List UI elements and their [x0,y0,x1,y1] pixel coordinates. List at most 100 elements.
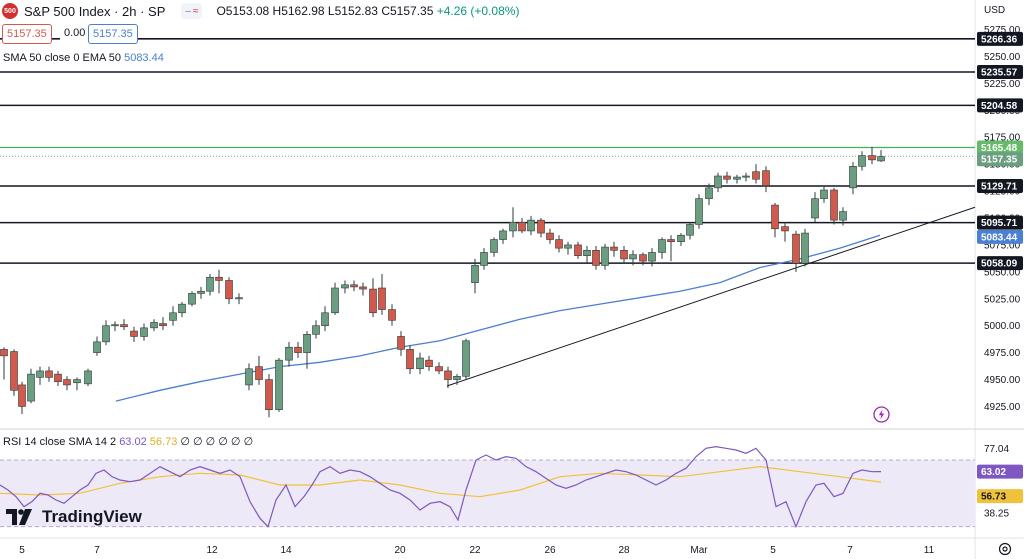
price-tick-label: 5225.00 [984,79,1021,90]
rsi-sma-value-label-bg [977,489,1023,504]
sell-price-box[interactable]: 5157.35 [2,24,52,44]
candle-down [294,341,302,358]
candle-down [388,304,396,326]
candle-up [150,319,158,332]
low-value: L5152.83 [327,4,378,18]
candle-down [537,218,545,238]
candle-body [27,373,35,402]
candle-down [435,362,443,375]
candle-down [518,218,526,234]
candle-up [462,338,470,380]
candle-up [733,174,741,184]
candle-down [444,366,452,389]
time-tick-label: 26 [544,545,556,556]
candle-up [877,150,885,162]
candle-body [564,244,572,249]
candle-body [341,284,349,289]
candle-body [102,325,110,343]
lightning-icon[interactable] [873,406,890,423]
candle-down [255,355,263,385]
candle-down [18,381,26,414]
tradingview-mark-icon [6,509,32,525]
candle-up [499,228,507,244]
candle-down [63,376,71,391]
candle-body [235,297,243,300]
candle-up [140,323,148,341]
rsi-placeholders: ∅ ∅ ∅ ∅ ∅ ∅ [180,436,254,448]
candle-body [397,336,405,350]
price-tick-label: 5275.00 [984,25,1021,36]
green-level-label: 5165.48 [977,140,1023,155]
candle-down [406,345,414,375]
candle-body [601,246,609,266]
time-tick-label: 5 [770,545,776,556]
last-price-label-bg [977,152,1023,167]
candle-body [255,366,263,380]
candle-body [294,346,302,353]
chart-toggles[interactable]: – ≈ [181,3,203,19]
candle-body [359,286,367,290]
candle-up [509,207,517,238]
candle-body [877,156,885,162]
candle-body [781,226,789,232]
candle-up [811,192,819,223]
candle-body [265,379,273,410]
candle-body [648,252,656,262]
sma-indicator-legend[interactable]: SMA 50 close 0 EMA 50 5083.44 [3,52,164,64]
candle-body [771,204,779,230]
candle-down [830,187,838,225]
candle-up [235,293,243,305]
green-level-label-bg [977,140,1023,155]
candle-body [350,284,358,288]
candle-up [564,241,572,255]
candle-down [574,241,582,259]
candle-up [471,258,479,294]
rsi-line [0,446,882,529]
candle-up [527,215,535,236]
time-tick-label: 11 [924,545,935,556]
candle-body [285,346,293,361]
candle-body [178,303,186,314]
candle-up [490,237,498,257]
candle-down [620,246,628,264]
candle-body [150,322,158,329]
sma-price-label: 5083.44 [977,229,1023,244]
candle-down [45,366,53,382]
price-tick-label: 5000.00 [984,321,1021,332]
candle-body [518,222,526,232]
wave-toggle-icon[interactable]: ≈ [192,5,199,17]
candle-body [658,239,666,253]
candle-body [527,219,535,232]
buy-price-box[interactable]: 5157.35 [88,24,138,44]
candle-up [858,151,866,171]
settings-gear-icon[interactable] [998,542,1012,556]
tradingview-logo: TradingView [6,507,142,527]
candle-down [762,166,770,193]
candle-body [303,334,311,353]
candle-body [509,222,517,232]
candle-up [178,302,186,318]
time-tick-label: Mar [690,545,708,556]
rsi-indicator-legend[interactable]: RSI 14 close SMA 14 2 63.02 56.73 ∅ ∅ ∅ … [3,435,253,448]
candle-body [471,265,479,283]
candle-body [54,373,62,382]
candle-body [537,219,545,234]
rsi-label: RSI 14 close SMA 14 2 [3,436,117,448]
candle-up [188,291,196,307]
level-price-label: 5204.58 [977,98,1023,113]
candle-body [667,239,675,242]
rsi-value: 63.02 [119,436,147,448]
time-tick-label: 12 [206,545,218,556]
minus-toggle-icon[interactable]: – [185,5,191,17]
sma-label: SMA 50 close 0 EMA 50 [3,52,122,64]
candle-down [639,252,647,266]
candle-body [574,244,582,256]
candle-body [416,357,424,370]
candle-body [140,327,148,337]
currency-label[interactable]: USD [984,5,1006,16]
symbol-title[interactable]: S&P 500 Index · 2h · SP [24,3,166,19]
price-tick-label: 4925.00 [984,402,1021,413]
rsi-value-label-text: 63.02 [981,467,1006,478]
candle-down [397,331,405,356]
